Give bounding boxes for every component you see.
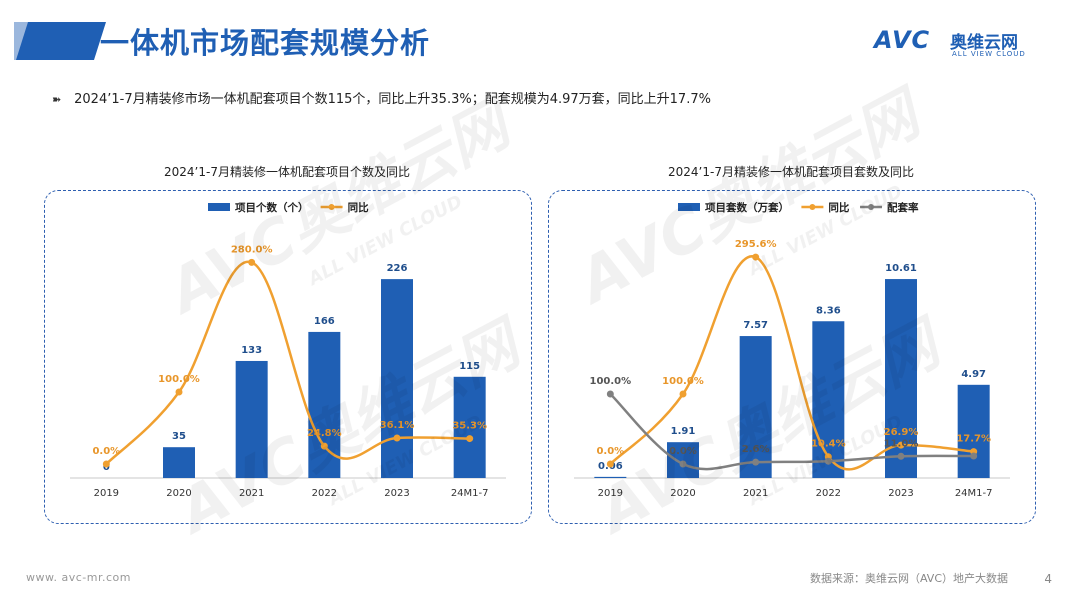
line-data-label: 0.0%	[596, 446, 624, 457]
line-data-label: 26.9%	[884, 427, 919, 438]
bar-data-label: 133	[241, 345, 262, 356]
chart2-project-units: 项目套数（万套） 同比 配套率 2019 2020 2021 2022 2023 24M1-7 0…	[574, 201, 1010, 499]
x-tick-label: 2020	[670, 488, 695, 499]
line-data-label: 36.1%	[380, 420, 415, 431]
x-tick-label: 2020	[166, 488, 191, 499]
x-tick-label: 2019	[94, 488, 119, 499]
logo-main-text: AVC	[874, 26, 931, 54]
line-point	[320, 442, 328, 450]
logo-cn-text: 奥维云网	[950, 33, 1018, 53]
bar	[739, 336, 772, 478]
line-data-label: 2.6%	[742, 444, 770, 455]
line-point	[175, 388, 183, 396]
chart2-title: 2024’1-7月精装修一体机配套项目套数及同比	[668, 165, 914, 179]
legend-label: 配套率	[887, 201, 919, 214]
bar	[308, 331, 341, 478]
line-data-label: 100.0%	[158, 374, 200, 385]
legend-swatch-bar	[208, 203, 230, 211]
legend-swatch-marker	[809, 204, 816, 210]
line-data-label: 0.0%	[92, 446, 120, 457]
bar	[381, 279, 413, 478]
footer-website: www. avc-mr.com	[26, 571, 131, 584]
header-accent-shape	[14, 22, 106, 60]
summary-line: ➽ 2024’1-7月精装修市场一体机配套项目个数115个，同比上升35.3%；…	[52, 88, 711, 107]
page-title: 一体机市场配套规模分析	[100, 26, 431, 60]
bar	[453, 376, 486, 478]
bar-data-label: 166	[314, 316, 335, 327]
bar	[667, 442, 699, 478]
legend-swatch-bar	[678, 203, 700, 211]
x-tick-label: 2021	[743, 488, 768, 499]
legend-swatch-marker	[868, 204, 874, 210]
series-line	[609, 393, 974, 471]
line-point	[606, 390, 614, 398]
line-point	[897, 452, 905, 460]
line-data-label: 24.8%	[307, 428, 342, 439]
bar-data-label: 10.61	[885, 263, 917, 274]
line-data-label: 35.3%	[452, 421, 487, 432]
line-point	[679, 460, 687, 468]
line-point	[466, 435, 474, 443]
bar-data-label: 35	[172, 431, 186, 442]
line-data-label: 100.0%	[662, 376, 704, 387]
x-tick-label: 2021	[239, 488, 264, 499]
chart1-project-count: 项目个数（个） 同比 2019 2020 2021 2022 2023 24M1-7 0 35 13…	[70, 201, 506, 499]
bar	[235, 360, 268, 478]
bar-data-label: 8.36	[816, 305, 841, 316]
series-line	[609, 255, 974, 471]
legend-swatch-marker	[328, 204, 335, 210]
line-data-label: 0.0%	[669, 446, 697, 457]
bar-data-label: 0	[103, 462, 110, 473]
x-tick-label: 2023	[384, 488, 409, 499]
line-point	[752, 253, 760, 261]
legend-label: 同比	[348, 201, 369, 214]
summary-text: 2024’1-7月精装修市场一体机配套项目个数115个，同比上升35.3%；配套…	[74, 92, 711, 107]
bar	[594, 476, 627, 478]
double-arrow-bullet-icon: ➽	[52, 93, 62, 106]
line-point	[606, 460, 614, 468]
chart1-panel	[44, 190, 532, 524]
series-line	[105, 260, 470, 465]
x-tick-label: 2022	[312, 488, 337, 499]
chart1-title: 2024’1-7月精装修一体机配套项目个数及同比	[164, 165, 410, 179]
page-number: 4	[1044, 572, 1052, 586]
bar	[957, 384, 990, 478]
bar	[163, 447, 195, 478]
line-point	[679, 390, 687, 398]
footer-source: 数据来源：奥维云网（AVC）地产大数据	[809, 572, 1008, 585]
bar	[812, 321, 845, 478]
legend-label: 项目个数（个）	[235, 201, 309, 214]
line-data-label: 10.4%	[811, 439, 846, 450]
line-data-label: 280.0%	[231, 244, 273, 255]
line-point	[393, 434, 401, 442]
bar-data-label: 4.97	[961, 369, 986, 380]
line-data-label: 17.7%	[956, 434, 991, 445]
chart2-panel	[548, 190, 1036, 524]
line-point	[970, 452, 978, 460]
x-tick-label: 2022	[816, 488, 841, 499]
line-point	[102, 460, 110, 468]
x-tick-label: 2019	[598, 488, 623, 499]
line-point	[248, 258, 256, 266]
logo-sub-text: ALL VIEW CLOUD	[952, 50, 1026, 58]
x-tick-label: 2023	[888, 488, 913, 499]
avc-logo: AVC 奥维云网 ALL VIEW CLOUD	[874, 26, 1044, 66]
bar-data-label: 115	[459, 361, 480, 372]
line-data-label: 11.0%	[884, 438, 919, 449]
legend-label: 同比	[828, 201, 849, 214]
x-tick-label: 24M1-7	[955, 488, 993, 499]
line-point	[897, 441, 905, 449]
line-data-label: 295.6%	[735, 239, 777, 250]
x-tick-label: 24M1-7	[451, 488, 489, 499]
line-point	[752, 458, 760, 466]
legend-label: 项目套数（万套）	[705, 201, 789, 214]
line-data-label: 100.0%	[590, 376, 632, 387]
bar-data-label: 226	[387, 263, 408, 274]
bar-data-label: 7.57	[743, 320, 768, 331]
line-point	[824, 457, 832, 465]
bar-data-label: 1.91	[671, 426, 696, 437]
